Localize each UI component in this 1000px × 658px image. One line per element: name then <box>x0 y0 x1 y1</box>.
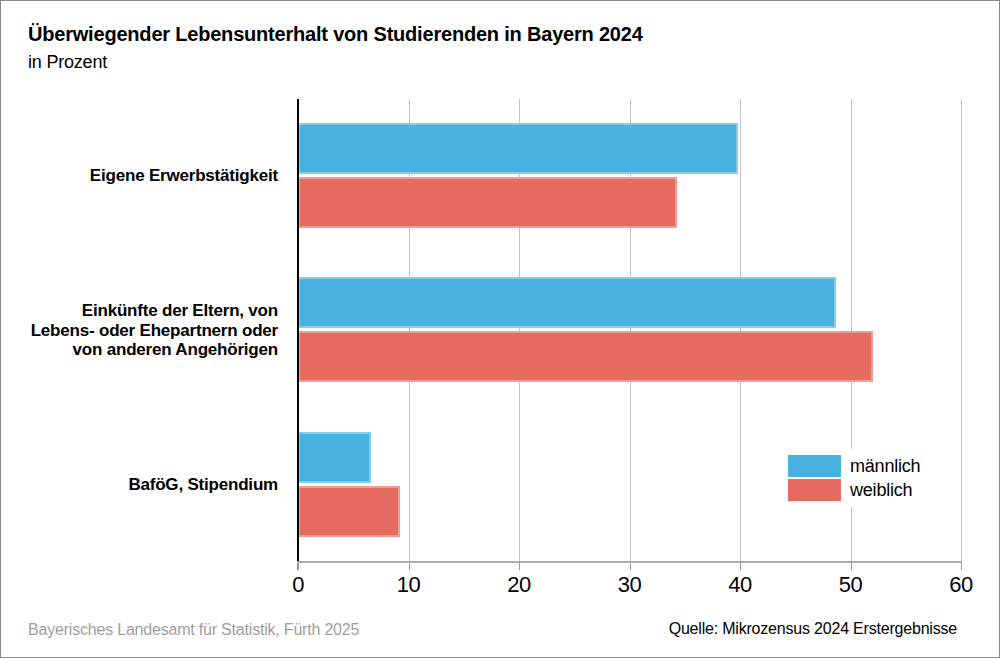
x-tick-50 <box>851 562 852 570</box>
category-label-row: Einkünfte der Eltern, von Lebens- oder E… <box>1 253 278 407</box>
x-tick-label-10: 10 <box>369 572 449 598</box>
x-tick-label-40: 40 <box>700 572 780 598</box>
category-label-row: Eigene Erwerbstätigkeit <box>1 99 278 253</box>
bar-weiblich-1 <box>298 331 873 382</box>
x-tick-label-60: 60 <box>921 572 1000 598</box>
category-label: Einkünfte der Eltern, von Lebens- oder E… <box>31 301 278 360</box>
legend-label-maennlich: männlich <box>850 456 920 477</box>
y-axis-zero-tick <box>297 562 299 570</box>
bar-weiblich-2 <box>298 486 400 537</box>
category-label: Eigene Erwerbstätigkeit <box>90 166 278 186</box>
y-axis-line <box>297 99 299 562</box>
legend-item-weiblich: weiblich <box>788 479 920 501</box>
chart-title: Überwiegender Lebensunterhalt von Studie… <box>28 23 643 46</box>
plot-area: 0102030405060 männlich weiblich <box>298 99 961 562</box>
legend-label-weiblich: weiblich <box>850 480 912 501</box>
x-tick-10 <box>409 562 410 570</box>
gridline-60 <box>961 99 962 562</box>
bar-männlich-2 <box>298 432 371 483</box>
category-label-row: BaföG, Stipendium <box>1 408 278 562</box>
x-tick-60 <box>961 562 962 570</box>
x-tick-label-50: 50 <box>811 572 891 598</box>
x-tick-label-0: 0 <box>258 572 338 598</box>
legend: männlich weiblich <box>779 449 934 507</box>
category-labels: Eigene Erwerbstätigkeit Einkünfte der Elt… <box>1 99 278 562</box>
bar-männlich-0 <box>298 123 738 174</box>
footer-publisher: Bayerisches Landesamt für Statistik, Für… <box>28 621 359 639</box>
legend-item-maennlich: männlich <box>788 455 920 477</box>
footer-source: Quelle: Mikrozensus 2024 Erstergebnisse <box>669 620 957 638</box>
x-tick-label-30: 30 <box>590 572 670 598</box>
legend-swatch-weiblich <box>788 479 841 501</box>
legend-swatch-maennlich <box>788 455 841 477</box>
category-label: BaföG, Stipendium <box>128 475 278 495</box>
chart-subtitle: in Prozent <box>28 52 107 73</box>
x-tick-30 <box>630 562 631 570</box>
bar-weiblich-0 <box>298 177 677 228</box>
bar-männlich-1 <box>298 277 836 328</box>
x-tick-40 <box>740 562 741 570</box>
x-tick-20 <box>519 562 520 570</box>
x-tick-label-20: 20 <box>479 572 559 598</box>
chart-frame: Überwiegender Lebensunterhalt von Studie… <box>0 0 1000 658</box>
